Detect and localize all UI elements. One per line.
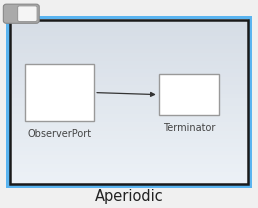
Bar — [10, 85, 248, 90]
Bar — [10, 110, 248, 114]
Bar — [10, 159, 248, 163]
Bar — [10, 102, 248, 106]
Bar — [10, 176, 248, 180]
Bar — [10, 32, 248, 36]
FancyBboxPatch shape — [6, 16, 252, 188]
Text: ObserverPort: ObserverPort — [27, 129, 91, 139]
Bar — [10, 122, 248, 126]
Bar — [10, 151, 248, 155]
Bar — [10, 48, 248, 53]
Bar — [10, 77, 248, 81]
FancyBboxPatch shape — [18, 6, 37, 22]
Bar — [10, 19, 248, 24]
Bar — [10, 139, 248, 143]
Text: Terminator: Terminator — [163, 123, 215, 133]
Bar — [10, 24, 248, 28]
FancyBboxPatch shape — [159, 74, 219, 115]
Bar — [10, 147, 248, 151]
Bar — [10, 36, 248, 40]
Bar — [10, 106, 248, 110]
Bar — [10, 163, 248, 168]
Bar — [10, 134, 248, 139]
Bar — [10, 167, 248, 172]
Bar — [10, 89, 248, 94]
Bar — [10, 73, 248, 77]
Bar — [10, 97, 248, 102]
FancyBboxPatch shape — [25, 64, 94, 121]
Bar — [10, 114, 248, 118]
Bar — [10, 52, 248, 57]
Bar — [10, 155, 248, 159]
Bar — [10, 56, 248, 61]
Text: Aperiodic: Aperiodic — [95, 189, 163, 204]
Bar — [10, 64, 248, 69]
Bar — [10, 44, 248, 48]
Bar — [10, 171, 248, 176]
Bar — [10, 69, 248, 73]
Bar — [10, 180, 248, 184]
Bar — [10, 81, 248, 85]
Bar — [10, 143, 248, 147]
Bar — [10, 93, 248, 98]
Bar — [10, 126, 248, 131]
Bar — [10, 27, 248, 32]
Bar — [10, 130, 248, 135]
Bar — [10, 60, 248, 65]
FancyBboxPatch shape — [3, 4, 39, 23]
Bar — [10, 40, 248, 45]
Bar — [10, 118, 248, 123]
